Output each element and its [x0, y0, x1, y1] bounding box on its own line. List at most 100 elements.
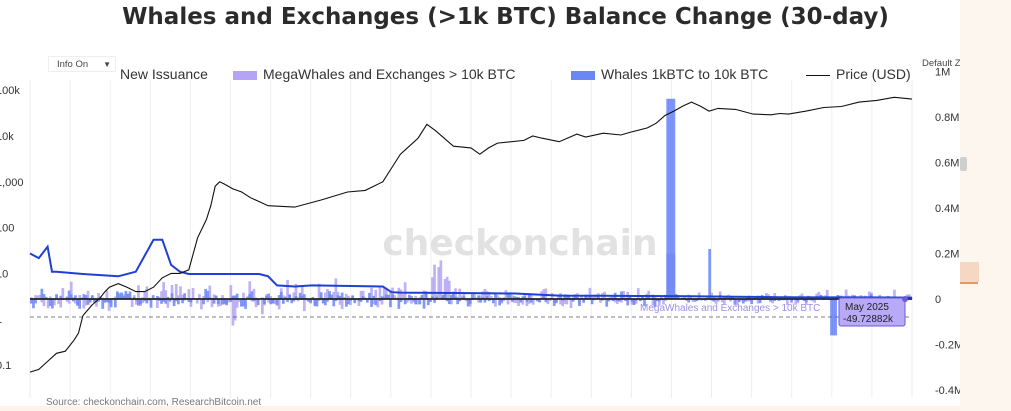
left-axis-tick-label: 1,000 — [0, 177, 24, 189]
mega-whales-bar — [233, 299, 237, 321]
source-note: Source: checkonchain.com, ResearchBitcoi… — [46, 397, 262, 408]
whales-bar — [418, 299, 422, 305]
whales-bar — [145, 299, 149, 304]
info-toggle-button[interactable]: Info On ▼ — [48, 56, 116, 72]
whales-bar — [483, 299, 487, 303]
tooltip-series-label: MegaWhales and Exchanges > 10k BTC — [640, 303, 820, 314]
legend-swatch-price — [806, 74, 830, 76]
mega-whales-bar — [338, 299, 342, 305]
whales-bar — [737, 299, 741, 303]
right-axis-tick-label: 1M — [935, 67, 950, 79]
whales-bar — [773, 299, 777, 301]
mega-whales-bar — [867, 291, 871, 299]
whales-bar — [202, 299, 205, 305]
whales-bar — [447, 299, 451, 305]
whales-bar — [282, 299, 285, 304]
mega-whales-bar — [359, 290, 363, 299]
mega-whales-bar — [132, 295, 136, 299]
whales-bar — [666, 98, 669, 299]
mega-whales-bar — [78, 295, 81, 299]
left-axis: 100k 10k 1,000 100 10 1 0.1 — [0, 85, 24, 372]
whales-bar — [40, 288, 44, 299]
mega-whales-bar — [191, 288, 195, 299]
whales-bar — [345, 299, 348, 307]
mega-whales-bar — [590, 295, 594, 299]
whales-bar — [158, 299, 161, 301]
legend-item-price[interactable]: Price (USD) — [806, 66, 911, 82]
whales-bar — [311, 296, 315, 299]
legend-item-whales[interactable]: Whales 1kBTC to 10k BTC — [571, 66, 768, 82]
whales-bar — [330, 294, 333, 299]
mega-whales-bar — [235, 299, 239, 308]
whales-bar — [212, 299, 216, 304]
legend-label-new-issuance: New Issuance — [120, 66, 208, 82]
whales-bar — [279, 291, 283, 299]
mega-whales-bar — [357, 299, 361, 306]
whales-bar — [86, 299, 90, 305]
mega-whales-bar — [143, 292, 147, 299]
legend-item-new-issuance[interactable]: New Issuance — [120, 66, 208, 82]
mega-whales-bar — [384, 288, 388, 299]
mega-whales-bar — [135, 299, 138, 305]
mega-whales-bar — [248, 281, 252, 299]
whales-bar — [456, 299, 459, 305]
mega-whales-bar — [580, 296, 583, 299]
mega-whales-bar — [202, 296, 205, 299]
mega-whales-bar — [813, 299, 816, 303]
whales-bar — [101, 299, 105, 309]
mega-whales-bar — [450, 299, 453, 305]
mega-whales-bar — [303, 299, 306, 312]
mega-whales-bar — [267, 299, 270, 303]
whales-bar — [519, 299, 522, 303]
whales-bar — [462, 296, 466, 299]
default-zoom-button[interactable]: Default Z — [918, 56, 960, 72]
whales-bar — [647, 296, 651, 299]
whales-bar — [328, 291, 331, 299]
mega-whales-bar — [141, 299, 144, 304]
mega-whales-bar — [569, 299, 573, 309]
scrollbar-thumb[interactable] — [960, 157, 967, 171]
whales-bar — [397, 299, 401, 309]
whales-bar — [244, 299, 247, 309]
whales-bar — [55, 294, 58, 299]
mega-whales-bar — [571, 295, 575, 299]
mega-whales-bar — [286, 279, 289, 299]
whales-bar — [523, 295, 527, 299]
whales-bar — [804, 299, 808, 303]
mega-whales-bar — [74, 299, 77, 304]
whales-bar — [597, 295, 600, 299]
legend-item-megawhales[interactable]: MegaWhales and Exchanges > 10k BTC — [233, 66, 516, 82]
whales-bar — [607, 299, 611, 302]
whales-bar — [235, 293, 239, 299]
whales-bar — [380, 296, 384, 299]
whales-bar — [563, 294, 567, 299]
whales-bar — [164, 299, 168, 304]
whales-bar — [351, 295, 354, 299]
whales-bar — [529, 299, 533, 303]
whales-bar — [384, 294, 388, 299]
mega-whales-bar — [481, 291, 485, 299]
mega-whales-bar — [811, 299, 814, 302]
tooltip-box — [838, 297, 906, 327]
whales-bar — [536, 299, 539, 302]
right-axis-tick-label: 0.4M — [935, 203, 959, 215]
whales-bar — [628, 296, 632, 299]
whales-bar — [521, 296, 525, 299]
whales-bar — [166, 296, 170, 299]
watermark-text: checkonchain — [382, 223, 657, 264]
mega-whales-bar — [561, 299, 564, 307]
whales-bar — [114, 299, 117, 308]
mega-whales-bar — [48, 296, 52, 299]
mega-whales-bar — [504, 290, 508, 299]
mega-whales-bar — [277, 299, 281, 310]
whales-bar — [758, 299, 762, 304]
mega-whales-bar — [817, 291, 821, 299]
mega-whales-bar — [460, 295, 464, 299]
mega-whales-bar — [34, 295, 37, 299]
mega-whales-bar — [410, 299, 413, 304]
mega-whales-bar — [179, 286, 182, 299]
whales-bar — [72, 299, 75, 302]
whales-bar — [712, 299, 716, 302]
whales-bar — [508, 293, 512, 299]
chevron-down-icon: ▼ — [103, 60, 111, 69]
